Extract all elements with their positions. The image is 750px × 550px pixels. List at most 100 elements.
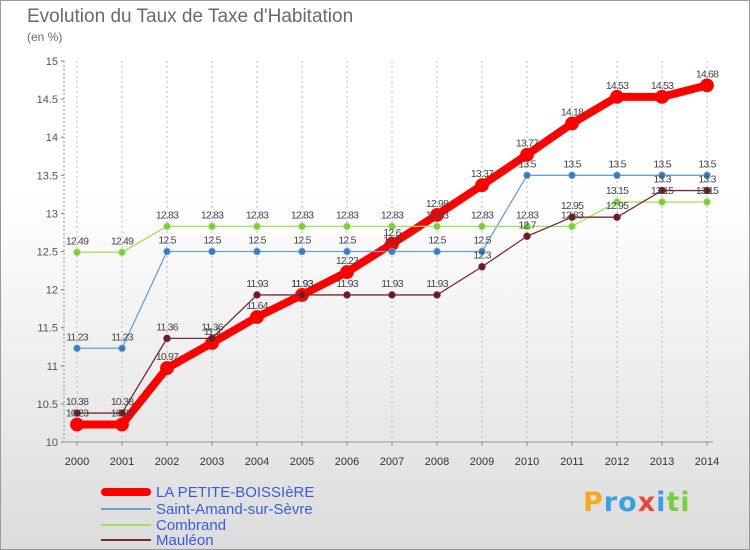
x-tick-label: 2000: [65, 456, 89, 468]
x-tick-label: 2002: [155, 456, 179, 468]
data-label: 12.83: [516, 209, 539, 221]
y-tick-label: 13: [46, 208, 58, 220]
x-tick-label: 2014: [695, 456, 719, 468]
x-tick-label: 2009: [470, 456, 494, 468]
data-point: [298, 291, 306, 299]
data-label: 10.23: [66, 407, 89, 419]
data-point: [565, 116, 579, 131]
data-label: 11.93: [246, 278, 268, 290]
data-label: 13.5: [608, 158, 626, 170]
data-point: [253, 222, 261, 231]
chart-unit-label: (en %): [27, 30, 63, 44]
data-label: 12.5: [158, 235, 176, 247]
data-label: 10.97: [156, 351, 179, 363]
data-point: [388, 222, 396, 231]
legend-item-mauleon: Mauléon: [101, 532, 214, 549]
data-label: 12.95: [606, 200, 629, 212]
data-label: 14.53: [651, 80, 674, 92]
data-label: 12.83: [426, 209, 449, 221]
x-tick-label: 2010: [515, 456, 539, 468]
legend-swatch: [101, 539, 151, 541]
data-label: 12.83: [201, 209, 224, 221]
data-label: 12.83: [471, 209, 494, 221]
x-tick-label: 2004: [245, 456, 269, 468]
logo-letter: x: [637, 487, 657, 518]
data-label: 13.77: [516, 138, 539, 150]
data-point: [475, 178, 489, 193]
y-tick-label: 12.5: [37, 247, 58, 259]
logo-letter: o: [618, 487, 638, 518]
data-point: [340, 265, 354, 279]
data-point: [568, 222, 576, 231]
legend-swatch: [101, 508, 151, 510]
y-tick-label: 13.5: [37, 170, 58, 182]
data-point: [703, 171, 711, 179]
data-point: [163, 334, 171, 343]
y-tick-label: 10: [46, 437, 58, 449]
data-point: [118, 344, 126, 352]
data-point: [433, 291, 441, 299]
data-point: [700, 78, 714, 93]
data-point: [430, 208, 444, 222]
y-tick-label: 10.5: [37, 399, 58, 411]
legend-label: LA PETITE-BOISSIèRE: [156, 483, 315, 501]
data-label: 12.83: [156, 209, 179, 221]
data-label: 14.53: [606, 80, 629, 92]
legend-swatch: [101, 524, 151, 526]
chart-title: Evolution du Taux de Taxe d'Habitation: [27, 6, 354, 27]
x-tick-label: 2012: [605, 456, 629, 468]
x-tick-label: 2011: [560, 456, 584, 468]
x-tick-label: 2003: [200, 456, 224, 468]
data-label: 12.3: [473, 250, 491, 262]
data-point: [613, 213, 621, 221]
data-label: 13.3: [653, 174, 671, 186]
y-tick-label: 11: [47, 361, 58, 373]
data-point: [118, 409, 126, 417]
x-tick-label: 2013: [650, 456, 674, 468]
data-label: 11.93: [426, 278, 448, 290]
data-point: [568, 213, 576, 221]
data-label: 12.49: [66, 235, 89, 247]
data-label: 11.36: [201, 321, 223, 333]
data-point: [478, 222, 486, 231]
data-point: [388, 291, 396, 299]
data-label: 12.49: [111, 235, 134, 247]
logo-letter: P: [583, 487, 604, 518]
data-point: [70, 417, 84, 432]
data-point: [208, 222, 216, 231]
data-point: [388, 247, 396, 256]
data-point: [115, 417, 129, 432]
x-tick-label: 2006: [335, 456, 359, 468]
data-point: [703, 186, 711, 195]
data-point: [655, 89, 669, 104]
data-point: [523, 232, 531, 240]
data-point: [253, 247, 261, 256]
data-point: [163, 247, 171, 256]
data-label: 12.23: [336, 255, 359, 267]
x-tick-label: 2008: [425, 456, 449, 468]
data-point: [73, 344, 81, 352]
legend-swatch: [101, 488, 151, 496]
y-tick-label: 14.5: [37, 94, 58, 106]
data-label: 13.3: [698, 174, 716, 186]
data-point: [208, 247, 216, 256]
data-label: 12.83: [336, 209, 359, 221]
data-point: [613, 171, 621, 179]
data-label: 13.37: [471, 168, 494, 180]
logo-letter: i: [656, 487, 667, 518]
data-label: 12.83: [381, 209, 404, 221]
y-tick-label: 11.5: [37, 323, 58, 335]
data-point: [478, 263, 486, 271]
data-label: 11.93: [291, 278, 313, 290]
data-label: 11.36: [156, 321, 178, 333]
data-label: 12.83: [291, 209, 314, 221]
data-point: [253, 291, 261, 299]
data-label: 12.98: [426, 198, 449, 210]
data-point: [298, 247, 306, 256]
data-label: 12.95: [561, 200, 584, 212]
legend-item-saint-amand-sur-sevre: Saint-Amand-sur-Sèvre: [101, 501, 313, 518]
data-label: 13.5: [698, 158, 716, 170]
data-label: 14.68: [696, 68, 719, 80]
